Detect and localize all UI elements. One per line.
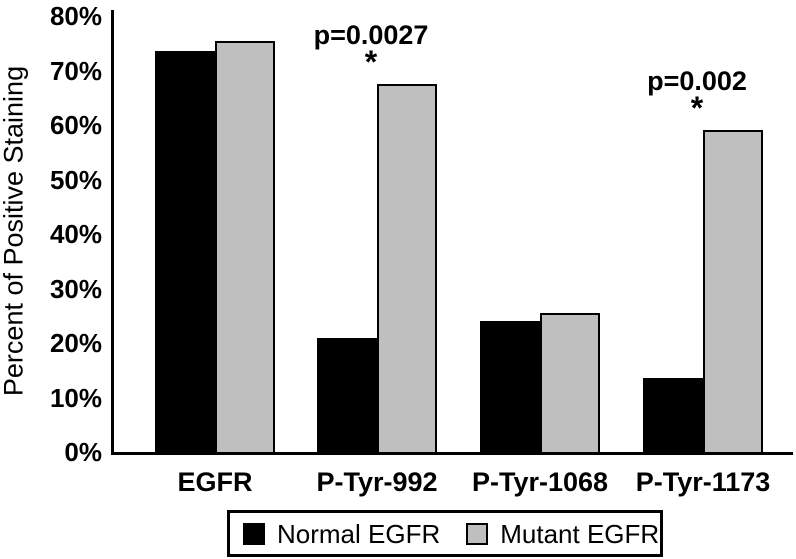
bar-mutant-egfr-egfr [215, 40, 275, 454]
bar-normal-egfr-p-tyr-1173 [643, 378, 703, 454]
annotation-p-tyr-992: p=0.0027 * [261, 20, 481, 81]
y-tick-label: 50% [49, 164, 102, 195]
y-tick-label: 70% [49, 55, 102, 86]
annotation-p-tyr-1173: p=0.002 * [587, 66, 796, 127]
asterisk-marker: * [364, 44, 378, 81]
x-category-label-egfr: EGFR [177, 467, 253, 497]
x-category-label-p-tyr-1173: P-Tyr-1173 [635, 467, 771, 497]
y-tick-label: 40% [49, 219, 102, 249]
y-axis-line [111, 10, 114, 455]
x-axis-line [111, 452, 793, 455]
y-tick-label: 60% [49, 110, 102, 140]
bar-mutant-egfr-p-tyr-1068 [540, 313, 600, 454]
legend-swatch-mutant-egfr [466, 522, 489, 545]
legend-swatch-normal-egfr [243, 522, 265, 545]
x-category-label-p-tyr-992: P-Tyr-992 [316, 467, 438, 497]
bar-mutant-egfr-p-tyr-992 [377, 84, 437, 454]
y-tick-label: 0% [64, 437, 102, 467]
legend-item-normal-egfr: Normal EGFR [243, 519, 440, 549]
legend-item-mutant-egfr: Mutant EGFR [466, 519, 659, 549]
bar-mutant-egfr-p-tyr-1173 [703, 130, 763, 454]
bar-normal-egfr-p-tyr-1068 [480, 321, 540, 454]
legend: Normal EGFR Mutant EGFR [227, 510, 663, 557]
legend-label-normal-egfr: Normal EGFR [277, 518, 441, 549]
x-category-label-p-tyr-1068: P-Tyr-1068 [471, 467, 609, 497]
p-value-text: p=0.0027 [313, 20, 429, 51]
bar-normal-egfr-p-tyr-992 [317, 337, 377, 454]
p-value-text: p=0.002 [647, 66, 747, 97]
y-tick-label: 80% [49, 1, 102, 31]
y-tick-label: 30% [49, 273, 102, 304]
asterisk-marker: * [690, 90, 704, 127]
y-tick-label: 20% [49, 328, 102, 358]
legend-label-mutant-egfr: Mutant EGFR [500, 518, 660, 549]
y-tick-label: 10% [49, 382, 102, 413]
bar-normal-egfr-egfr [155, 51, 215, 454]
